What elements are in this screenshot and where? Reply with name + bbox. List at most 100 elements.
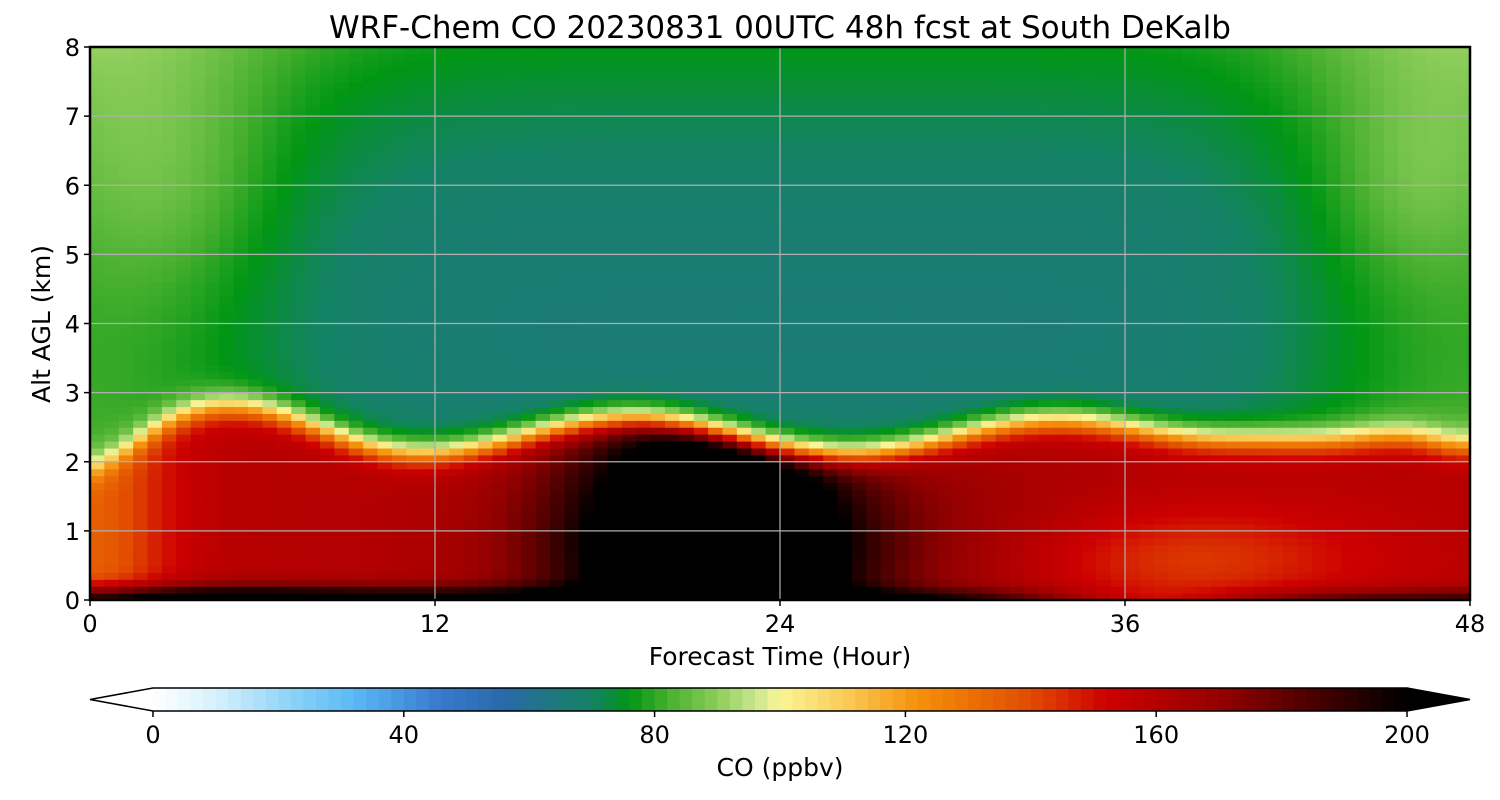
field-cell [708, 282, 724, 290]
field-cell [693, 116, 709, 124]
field-cell [866, 523, 882, 532]
field-cell [492, 378, 508, 387]
field-cell [895, 358, 910, 366]
field-cell [880, 295, 896, 304]
field-cell [593, 171, 609, 179]
field-cell [478, 240, 494, 249]
field-cell [751, 351, 767, 359]
field-cell [837, 565, 853, 573]
field-cell [291, 579, 307, 587]
field-cell [693, 337, 709, 345]
field-cell [751, 309, 767, 318]
field-cell [607, 337, 623, 345]
field-cell [966, 351, 982, 359]
field-cell [909, 205, 925, 214]
field-cell [794, 392, 810, 401]
field-cell [621, 295, 637, 304]
field-cell [578, 537, 594, 546]
field-cell [751, 579, 767, 587]
field-cell [851, 102, 867, 110]
field-cell [104, 565, 120, 573]
field-cell [751, 413, 767, 421]
field-cell [276, 81, 292, 90]
field-cell [305, 192, 321, 200]
field-cell [708, 226, 724, 235]
field-cell [966, 378, 982, 387]
field-cell [262, 523, 278, 532]
field-cell [420, 219, 436, 228]
field-cell [463, 219, 479, 228]
field-cell [478, 358, 494, 366]
field-cell [190, 219, 206, 228]
field-cell [679, 254, 695, 262]
field-cell [248, 129, 264, 138]
field-cell [794, 171, 810, 179]
field-cell [377, 482, 393, 490]
field-cell [708, 268, 724, 276]
field-cell [334, 123, 350, 131]
field-cell [205, 282, 220, 290]
field-cell [334, 129, 350, 138]
field-cell [564, 157, 580, 166]
field-cell [650, 351, 666, 359]
field-cell [722, 323, 738, 332]
field-cell [90, 67, 105, 76]
field-cell [276, 593, 292, 600]
field-cell [794, 275, 810, 283]
field-cell [650, 199, 666, 207]
field-cell [320, 199, 335, 207]
field-cell [276, 268, 292, 276]
field-cell [837, 309, 853, 318]
field-cell [420, 268, 436, 276]
field-cell [909, 282, 925, 290]
field-cell [161, 81, 177, 90]
field-cell [147, 178, 163, 186]
field-cell [895, 454, 910, 463]
field-cell [780, 192, 795, 200]
field-cell [765, 192, 781, 200]
field-cell [780, 496, 795, 504]
field-cell [780, 392, 795, 401]
field-cell [650, 392, 666, 401]
field-cell [420, 302, 436, 311]
field-cell [952, 454, 968, 463]
field-cell [966, 240, 982, 249]
field-cell [880, 385, 896, 394]
field-cell [305, 330, 321, 338]
field-cell [693, 254, 709, 262]
field-cell [952, 579, 968, 587]
field-cell [492, 579, 508, 587]
field-cell [636, 178, 652, 186]
field-cell [851, 157, 867, 166]
field-cell [880, 399, 896, 408]
field-cell [866, 53, 882, 62]
field-cell [794, 427, 810, 435]
field-cell [837, 392, 853, 401]
field-cell [147, 102, 163, 110]
field-cell [837, 586, 853, 594]
field-cell [851, 565, 867, 573]
field-cell [420, 558, 436, 567]
field-cell [492, 364, 508, 373]
field-cell [765, 544, 781, 553]
field-cell [506, 482, 522, 490]
field-cell [621, 240, 637, 249]
field-cell [966, 441, 982, 449]
field-cell [161, 247, 177, 255]
field-cell [176, 136, 192, 145]
field-cell [650, 323, 666, 332]
field-cell [104, 53, 120, 62]
field-cell [636, 337, 652, 345]
field-cell [262, 427, 278, 435]
field-cell [334, 233, 350, 242]
field-cell [291, 544, 307, 553]
field-cell [593, 254, 609, 262]
field-cell [435, 454, 450, 463]
field-cell [449, 447, 465, 456]
field-cell [334, 268, 350, 276]
field-cell [851, 205, 867, 214]
field-cell [679, 109, 695, 117]
field-cell [363, 302, 379, 311]
field-cell [506, 212, 522, 221]
field-cell [708, 157, 724, 166]
